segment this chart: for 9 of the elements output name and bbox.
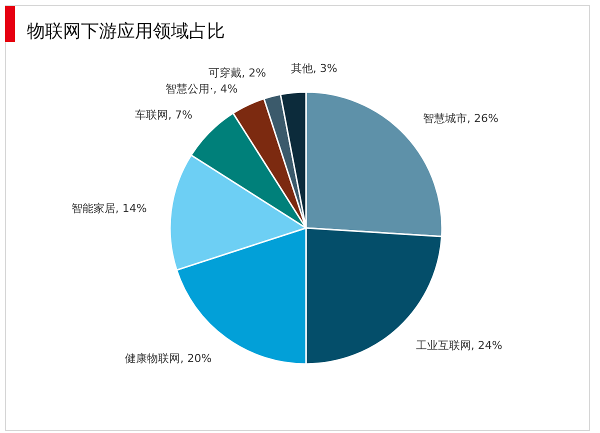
slice-label: 可穿戴, 2% [208,66,266,80]
slice-label: 工业互联网, 24% [416,338,502,352]
slice-label: 车联网, 7% [135,108,193,122]
slice-label: 健康物联网, 20% [125,352,212,365]
slice-label: 智慧公用·, 4% [166,82,238,96]
slice-label: 其他, 3% [290,62,338,76]
slice-label: 智能家居, 14% [71,202,147,215]
slice-label: 智慧城市, 26% [422,112,498,126]
chart-title: 物联网下游应用领域占比 [27,21,225,42]
